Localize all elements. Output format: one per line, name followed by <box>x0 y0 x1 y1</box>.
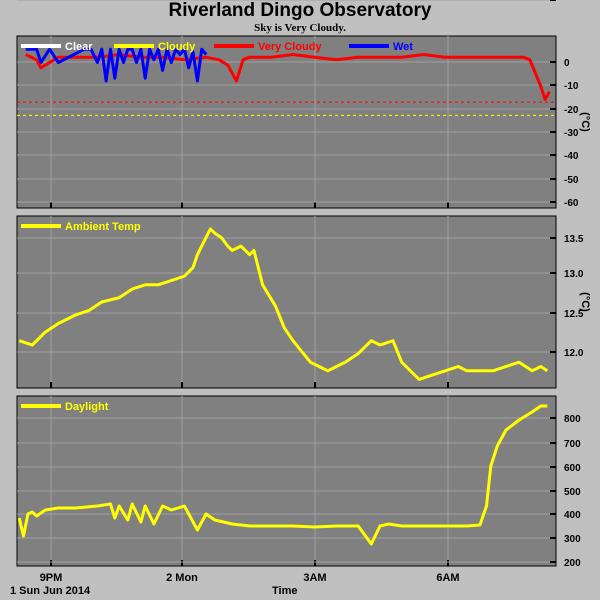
legend-label: Ambient Temp <box>65 221 141 233</box>
daylight-panel: 8007006005004003002001000Daylight <box>16 0 581 569</box>
legend-label: Very Cloudy <box>258 41 322 53</box>
x-tick-label: 2 Mon <box>166 572 198 584</box>
y-tick-label: 100 <box>564 0 581 3</box>
y-unit-label: (°C) <box>579 112 591 132</box>
chart-title: Riverland Dingo Observatory <box>168 0 432 21</box>
date-label: 1 Sun Jun 2014 <box>10 585 91 597</box>
legend-label: Cloudy <box>158 41 196 53</box>
plot-area <box>16 215 557 389</box>
legend-label: Wet <box>393 41 413 53</box>
y-tick-label: 12.5 <box>564 309 584 320</box>
series-line-wet <box>25 47 208 83</box>
x-tick-label: 6AM <box>436 572 459 584</box>
plot-area <box>16 395 557 567</box>
x-axis-title: Time <box>272 585 297 597</box>
y-tick-label: 200 <box>564 558 581 569</box>
x-tick-label: 3AM <box>303 572 326 584</box>
y-tick-label: 400 <box>564 510 581 521</box>
y-tick-label: -60 <box>564 198 579 209</box>
sky-temp-panel: 0 -10 -20 -30 -40 -50 -60 (°C) Clear Cloudy Very C… <box>16 35 591 209</box>
series-line-daylight <box>17 404 548 546</box>
y-tick-label: -30 <box>564 128 579 139</box>
legend-label: Clear <box>65 41 93 53</box>
ambient-temp-panel: 13.5 13.0 12.5 12.0 (°C) Ambient Temp <box>16 215 591 389</box>
y-tick-label: 800 <box>564 414 581 425</box>
x-tick-label: 9PM <box>40 572 63 584</box>
y-tick-label: 500 <box>564 487 581 498</box>
y-tick-label: 600 <box>564 463 581 474</box>
y-unit-label: (°C) <box>579 292 591 312</box>
y-tick-label: -20 <box>564 105 579 116</box>
y-tick-label: -50 <box>564 175 579 186</box>
series-line-very-cloudy <box>25 53 551 101</box>
y-tick-label: -40 <box>564 151 579 162</box>
y-tick-label: 700 <box>564 439 581 450</box>
y-tick-label: 13.0 <box>564 269 584 280</box>
y-tick-label: -10 <box>564 81 579 92</box>
legend-label: Daylight <box>65 401 109 413</box>
y-tick-label: 13.5 <box>564 234 584 245</box>
series-line-ambient-temp <box>18 227 549 381</box>
y-tick-label: 12.0 <box>564 348 584 359</box>
y-tick-label: 0 <box>564 0 570 3</box>
sky-status-subtitle: Sky is Very Cloudy. <box>254 22 346 34</box>
x-axis-labels: 9PM 2 Mon 3AM 6AM <box>40 572 460 584</box>
y-tick-label: 300 <box>564 534 581 545</box>
y-tick-label: 0 <box>564 58 570 69</box>
